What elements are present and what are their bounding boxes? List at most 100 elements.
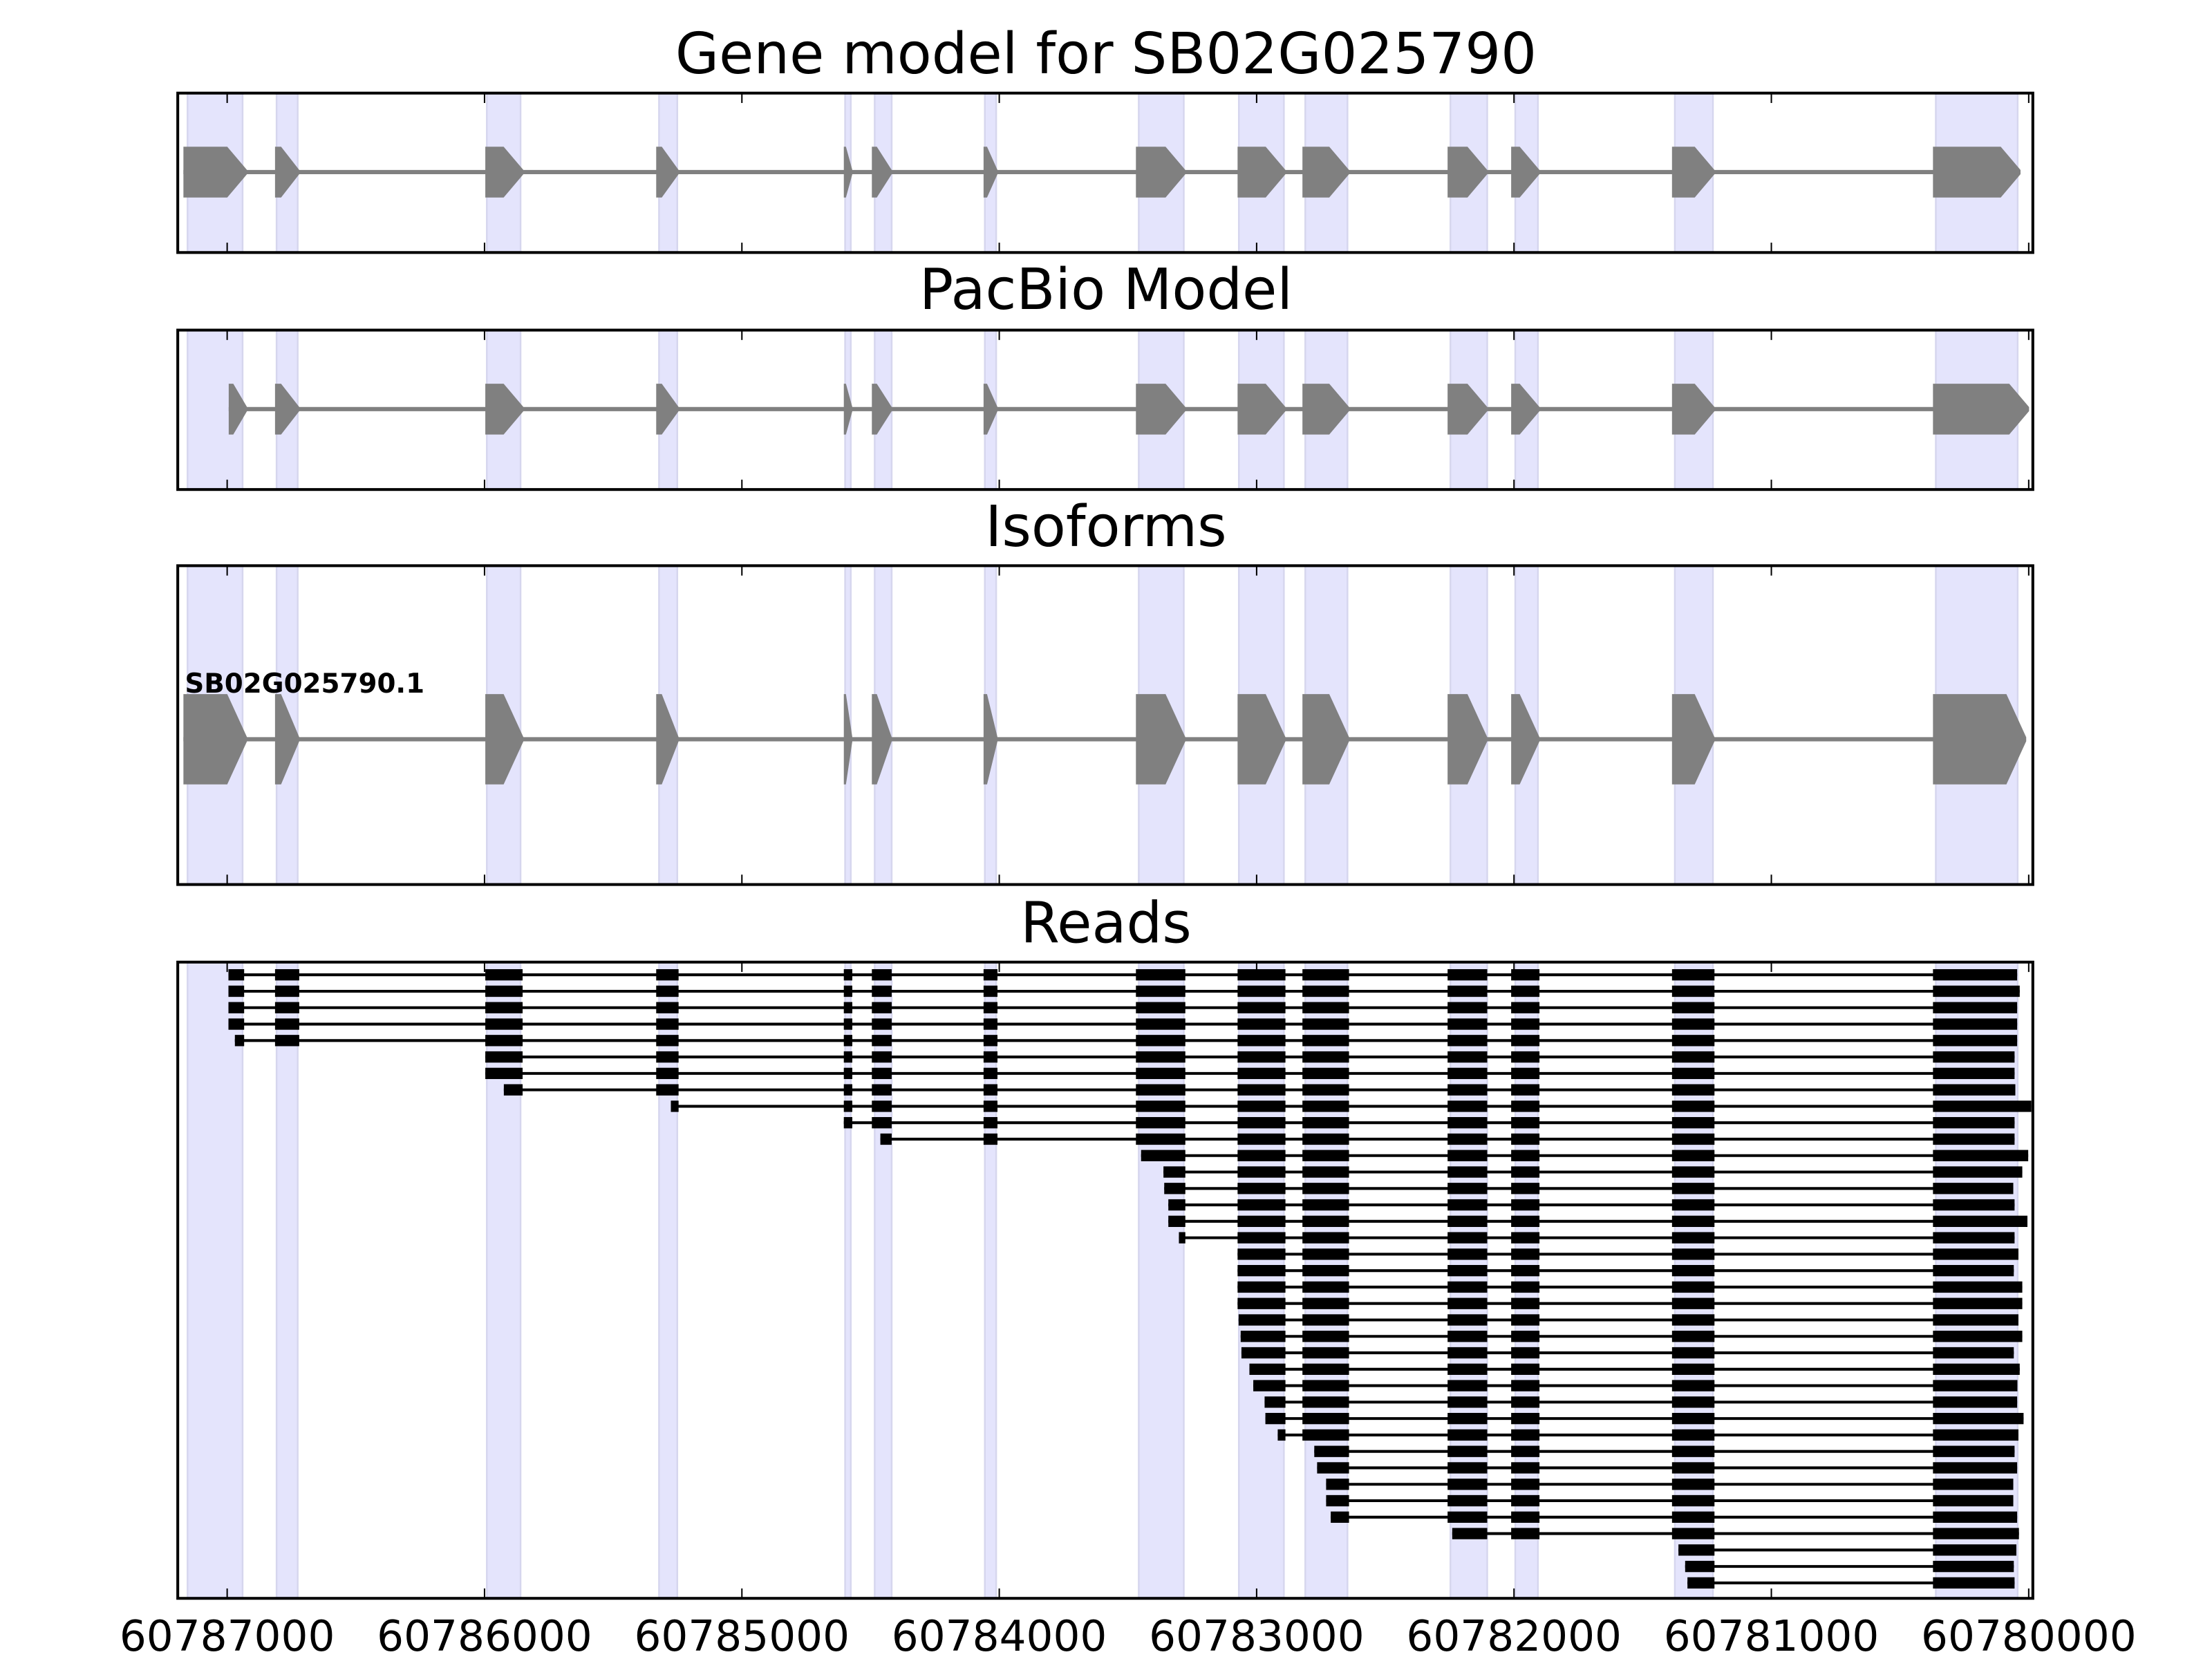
read-exon-block <box>1302 1429 1349 1441</box>
x-tick-label: 60785000 <box>634 1612 850 1659</box>
read-exon-block <box>1687 1577 1715 1589</box>
read-exon-block <box>1671 1297 1715 1309</box>
read-exon-block <box>1302 1412 1349 1425</box>
read-exon-block <box>1511 1281 1540 1293</box>
read-exon-block <box>1264 1396 1286 1408</box>
exon-block <box>872 384 892 435</box>
read-exon-block <box>1302 1002 1349 1013</box>
read-exon-block <box>228 1002 245 1013</box>
read-exon-block <box>1302 1396 1349 1408</box>
exon-block <box>843 694 852 785</box>
x-tick-label: 60781000 <box>1664 1612 1880 1659</box>
read-exon-block <box>1671 1462 1715 1474</box>
read-exon-block <box>1447 1265 1488 1277</box>
read-exon-block <box>1511 1347 1540 1359</box>
read-exon-block <box>1511 1511 1540 1523</box>
read-exon-block <box>1671 1232 1715 1244</box>
read-exon-block <box>1671 1100 1715 1112</box>
read-exon-block <box>1933 969 2018 981</box>
read-exon-block <box>1671 1363 1715 1375</box>
read-exon-block <box>1933 1331 2023 1342</box>
read-exon-block <box>983 1002 997 1013</box>
read-exon-block <box>1447 1363 1488 1375</box>
exon-block <box>983 384 997 435</box>
read-exon-block <box>1447 1183 1488 1194</box>
read-exon-block <box>1447 1133 1488 1145</box>
read-exon-block <box>656 1002 679 1013</box>
read-exon-block <box>1511 1380 1540 1391</box>
read-exon-block <box>1447 1297 1488 1309</box>
exon-block <box>1511 694 1540 785</box>
read-exon-block <box>1237 1215 1286 1227</box>
read-exon-block <box>1671 1494 1715 1507</box>
read-exon-block <box>983 1035 997 1047</box>
read-exon-block <box>1933 1297 2023 1309</box>
exon-block <box>485 147 524 198</box>
read-exon-block <box>656 1084 679 1096</box>
read-exon-block <box>1933 1117 2015 1129</box>
read-exon-block <box>843 1100 852 1112</box>
read-exon-block <box>1237 1133 1286 1145</box>
read-exon-block <box>1511 1429 1540 1441</box>
read-exon-block <box>1447 1511 1488 1523</box>
read-exon-block <box>1671 1133 1715 1145</box>
read-exon-block <box>872 1051 892 1063</box>
read-exon-block <box>1302 1380 1349 1391</box>
read-exon-block <box>1671 1314 1715 1326</box>
read-exon-block <box>1447 1018 1488 1030</box>
read-exon-block <box>1671 969 1715 981</box>
read-exon-block <box>1237 985 1286 997</box>
read-exon-block <box>1933 1462 2018 1474</box>
read-exon-block <box>1447 1100 1488 1112</box>
read-exon-block <box>1671 1265 1715 1277</box>
read-exon-block <box>1237 1018 1286 1030</box>
read-exon-block <box>1511 1248 1540 1260</box>
read-exon-block <box>1237 1117 1286 1129</box>
read-exon-block <box>843 1051 852 1063</box>
read-exon-block <box>1447 1215 1488 1227</box>
exon-block <box>656 147 679 198</box>
read-exon-block <box>1933 1150 2029 1161</box>
read-exon-block <box>1265 1412 1286 1425</box>
read-exon-block <box>872 1100 892 1112</box>
read-exon-block <box>1249 1363 1286 1375</box>
read-exon-block <box>1241 1347 1286 1359</box>
exon-block <box>1447 147 1488 198</box>
exon-block <box>1447 694 1488 785</box>
read-exon-block <box>1136 1018 1185 1030</box>
read-exon-block <box>1237 1199 1286 1211</box>
read-exon-block <box>1447 1494 1488 1507</box>
read-exon-block <box>1511 1018 1540 1030</box>
read-exon-block <box>1933 1396 2018 1408</box>
isoform-label: SB02G025790.1 <box>185 668 424 700</box>
read-exon-block <box>1933 1577 2015 1589</box>
read-exon-block <box>1237 1297 1286 1309</box>
exon-block <box>1933 694 2027 785</box>
read-exon-block <box>1511 1183 1540 1194</box>
exon-block <box>1136 694 1185 785</box>
read-exon-block <box>1671 1347 1715 1359</box>
read-exon-block <box>843 985 852 997</box>
read-exon-block <box>983 1018 997 1030</box>
read-exon-block <box>1511 985 1540 997</box>
exon-shaded-region <box>275 961 299 1600</box>
read-exon-block <box>1302 1199 1349 1211</box>
read-exon-block <box>1447 985 1488 997</box>
read-exon-block <box>1136 1117 1185 1129</box>
read-exon-block <box>228 1018 245 1030</box>
read-exon-block <box>656 1051 679 1063</box>
read-exon-block <box>1136 985 1185 997</box>
read-exon-block <box>1678 1544 1715 1556</box>
read-exon-block <box>1671 1281 1715 1293</box>
read-exon-block <box>1511 969 1540 981</box>
read-exon-block <box>1511 1314 1540 1326</box>
exon-block <box>485 694 524 785</box>
read-exon-block <box>1447 1347 1488 1359</box>
exon-block <box>183 694 247 785</box>
read-exon-block <box>1302 1314 1349 1326</box>
read-exon-block <box>1671 1150 1715 1161</box>
read-exon-block <box>1511 1265 1540 1277</box>
read-exon-block <box>1447 1166 1488 1178</box>
panel-frame <box>176 328 2034 491</box>
read-exon-block <box>1238 1314 1286 1326</box>
